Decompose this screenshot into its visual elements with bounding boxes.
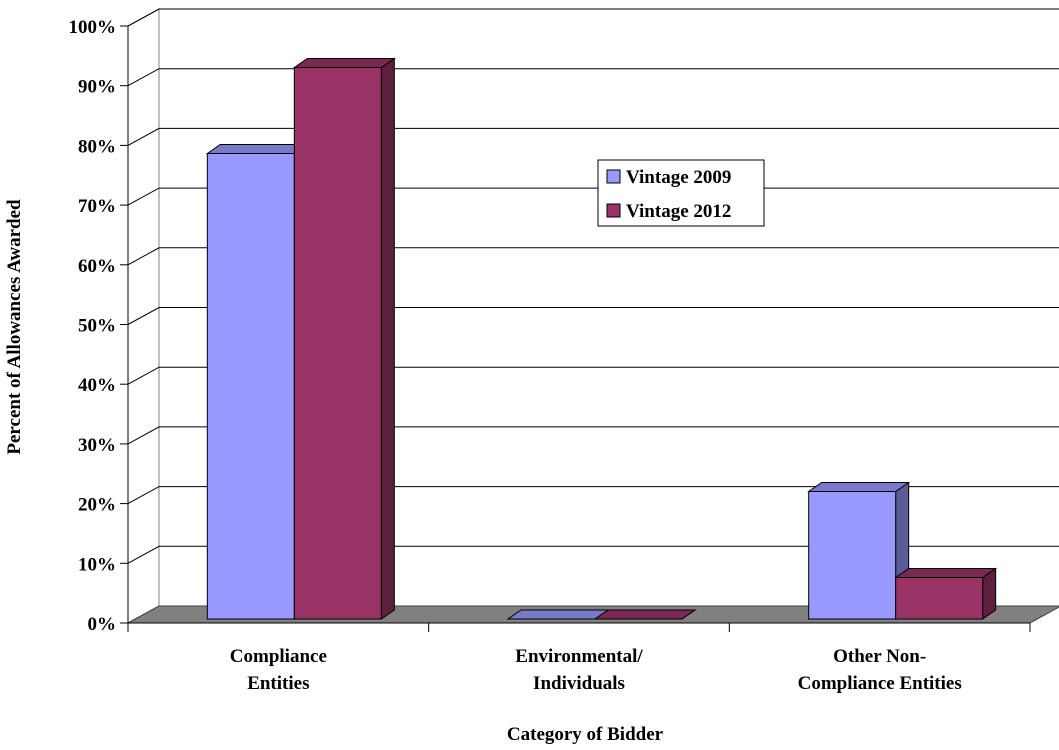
bar: [506, 609, 610, 620]
bar: [593, 609, 697, 620]
gridlines: [127, 8, 1059, 564]
gridline: [127, 68, 1059, 87]
bar-top: [506, 609, 610, 620]
x-tick-label: Compliance Entities: [230, 646, 327, 694]
y-tick-label: 40%: [78, 375, 116, 396]
y-tick-label: 0%: [88, 614, 117, 635]
legend-swatch-vintage-2012: [606, 203, 621, 218]
bar-front: [293, 67, 382, 620]
bar: [205, 143, 309, 620]
y-tick-label: 100%: [69, 17, 117, 38]
legend-box: [597, 159, 765, 227]
gridline: [127, 247, 1059, 266]
y-tick-label: 80%: [78, 136, 116, 157]
y-tick-label: 30%: [78, 435, 116, 456]
legend: Vintage 2009 Vintage 2012: [597, 159, 765, 227]
y-tick-label: 50%: [78, 316, 116, 337]
gridline: [127, 426, 1059, 445]
gridline: [127, 307, 1059, 325]
gridline: [127, 8, 1059, 27]
gridline: [127, 486, 1059, 505]
y-tick-label: 60%: [78, 256, 116, 277]
gridline: [127, 366, 1059, 385]
bar: [292, 57, 396, 620]
y-tick-label: 10%: [78, 554, 116, 575]
bar-side: [380, 57, 395, 620]
bars: [205, 57, 998, 620]
x-tick-label: Environmental/Individuals: [515, 646, 643, 694]
x-tick-label: Other Non-Compliance Entities: [798, 646, 962, 694]
bar-top: [292, 58, 396, 69]
bar-front: [808, 491, 897, 620]
y-tick-label: 20%: [78, 495, 116, 516]
bar-top: [894, 567, 998, 578]
gridline: [127, 127, 1059, 146]
y-axis: 0% 10% 20% 30% 40% 50% 60% 70% 80% 90% 100%: [69, 17, 129, 635]
y-tick-label: 70%: [78, 196, 116, 217]
bar-top: [807, 482, 911, 493]
gridline: [127, 545, 1059, 564]
y-axis-title: Percent of Allowances Awarded: [4, 199, 25, 455]
bar: [894, 567, 998, 620]
x-axis: Compliance Entities Environmental/Individu…: [127, 622, 1031, 694]
legend-label-vintage-2009: Vintage 2009: [626, 167, 731, 188]
legend-swatch-vintage-2009: [606, 169, 621, 184]
y-tick-label: 90%: [78, 77, 116, 98]
bar-top: [593, 609, 697, 620]
legend-label-vintage-2012: Vintage 2012: [626, 201, 731, 222]
bar-top: [205, 143, 309, 154]
bar: [807, 481, 911, 620]
x-axis-title: Category of Bidder: [507, 724, 664, 745]
bar-front: [206, 152, 295, 620]
bar-front: [895, 576, 984, 620]
